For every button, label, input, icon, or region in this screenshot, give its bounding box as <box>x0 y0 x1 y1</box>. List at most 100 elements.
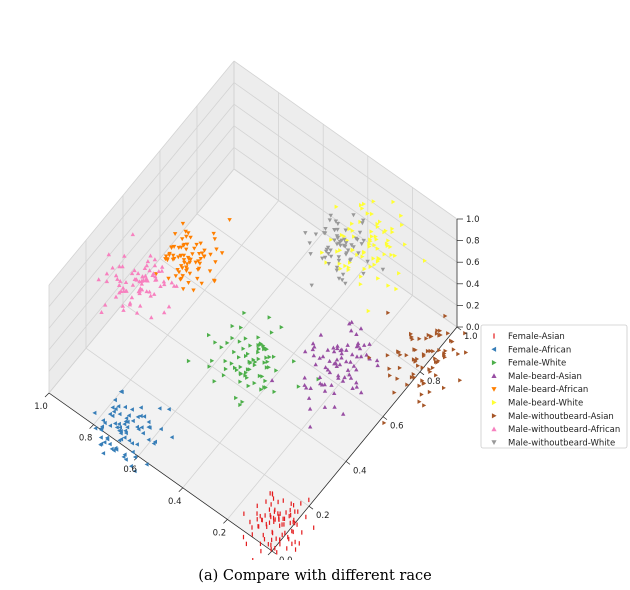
data-point <box>335 235 341 240</box>
data-point <box>113 406 118 412</box>
data-point <box>367 341 372 346</box>
data-point <box>161 279 167 284</box>
grid-line <box>48 103 235 329</box>
data-point <box>338 243 343 248</box>
data-point <box>256 335 261 340</box>
grid-line <box>93 200 279 425</box>
data-point <box>394 286 399 292</box>
data-point <box>456 351 461 357</box>
data-point <box>128 464 133 469</box>
data-point <box>304 385 309 390</box>
tick-mark <box>382 416 388 420</box>
data-point <box>162 282 167 287</box>
data-point <box>172 232 178 236</box>
data-point <box>349 243 354 248</box>
data-point <box>247 359 252 364</box>
data-point <box>117 283 122 287</box>
data-point <box>101 451 106 456</box>
data-point <box>322 382 327 387</box>
data-point <box>323 255 328 260</box>
data-point <box>134 277 139 282</box>
data-point <box>148 293 153 298</box>
data-point <box>262 385 267 390</box>
data-point <box>425 348 430 354</box>
legend-label: Male-withoutbeard-White <box>508 438 615 448</box>
data-point <box>158 284 163 288</box>
data-point <box>138 413 143 419</box>
data-point <box>181 287 186 292</box>
data-point <box>212 279 217 284</box>
data-point <box>101 418 105 423</box>
data-point <box>343 244 348 249</box>
data-point <box>120 285 126 290</box>
data-point <box>400 222 405 228</box>
data-point <box>437 348 442 353</box>
data-point <box>185 242 190 247</box>
data-point <box>184 234 189 239</box>
data-point <box>435 328 440 333</box>
legend-item: Male-beard-White <box>491 399 583 409</box>
data-point <box>238 402 243 408</box>
data-point <box>334 265 340 270</box>
data-point <box>262 346 267 352</box>
data-point <box>116 404 121 409</box>
legend-item: Female-White <box>491 359 566 369</box>
data-point <box>129 295 135 300</box>
data-point <box>339 232 344 238</box>
data-point <box>343 263 348 269</box>
data-point <box>348 260 352 265</box>
data-point <box>354 384 359 389</box>
data-point <box>372 262 377 267</box>
data-point <box>345 342 350 347</box>
data-point <box>147 425 152 430</box>
data-point <box>117 264 122 269</box>
data-point <box>104 279 110 284</box>
data-point <box>362 201 366 207</box>
data-point <box>172 256 177 261</box>
data-point <box>265 359 270 364</box>
data-point <box>348 359 353 364</box>
x-axis-line <box>48 392 273 552</box>
data-point <box>122 435 127 440</box>
data-point <box>261 343 266 348</box>
data-point <box>427 389 432 395</box>
data-point <box>354 344 360 349</box>
data-point <box>302 375 307 380</box>
data-point <box>135 414 140 420</box>
data-point <box>334 268 339 273</box>
data-point <box>135 271 141 276</box>
data-point <box>127 300 133 305</box>
data-point <box>389 252 394 258</box>
data-point <box>356 251 361 256</box>
data-point <box>359 242 364 247</box>
data-point <box>320 250 325 255</box>
data-point <box>347 372 352 377</box>
data-point <box>333 361 338 365</box>
data-point <box>417 399 422 404</box>
data-point <box>312 344 317 349</box>
data-point <box>351 245 356 250</box>
z-tick-label: 0.2 <box>466 301 480 311</box>
legend-label: Male-withoutbeard-African <box>508 425 620 435</box>
data-point <box>99 310 104 314</box>
data-point <box>371 199 376 204</box>
data-point <box>223 358 228 364</box>
data-point <box>320 354 326 359</box>
data-point <box>422 353 426 359</box>
data-point <box>350 352 355 357</box>
grid-line <box>48 82 235 307</box>
data-point <box>411 372 416 377</box>
y-tick-label: 0.8 <box>427 377 441 387</box>
data-point <box>118 431 123 436</box>
data-point <box>263 378 268 384</box>
data-point <box>140 431 145 436</box>
data-point <box>369 229 374 234</box>
data-point <box>422 403 427 408</box>
data-point <box>267 315 272 320</box>
y-tick-label: 0.4 <box>353 466 367 476</box>
data-point <box>443 355 447 360</box>
data-point <box>358 354 364 359</box>
legend-marker <box>491 426 497 432</box>
data-point <box>344 347 349 352</box>
data-point <box>240 399 245 405</box>
